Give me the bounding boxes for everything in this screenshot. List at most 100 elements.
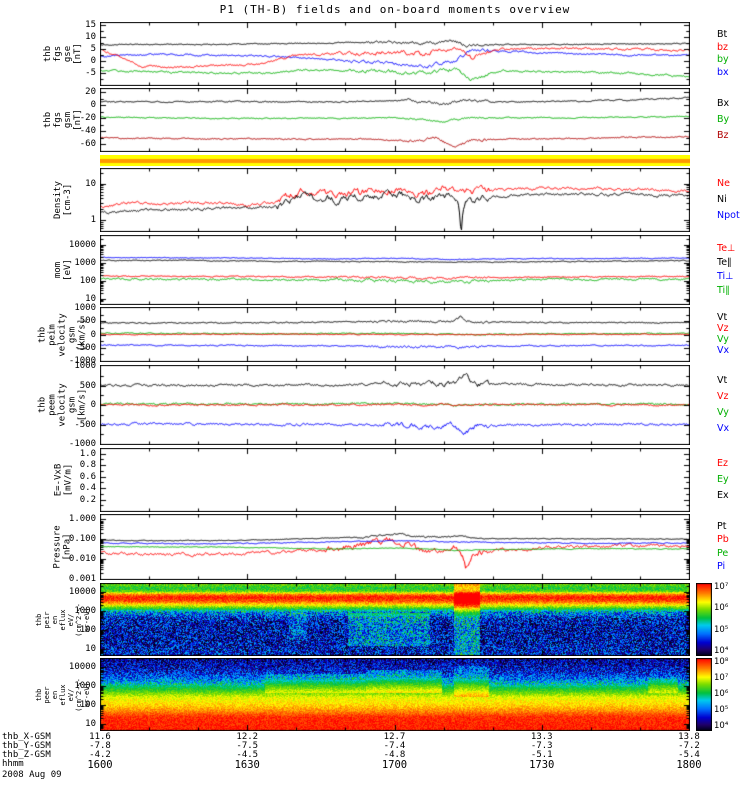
legend-Vz: Vz (717, 323, 729, 334)
axis-tick-value: -7.2 (678, 741, 700, 751)
panel-peem-velocity (100, 365, 690, 445)
legend-Vy: Vy (717, 407, 729, 418)
y-tick-label: 0.4 (79, 483, 96, 494)
y-tick-label: 10 (85, 293, 96, 304)
axis-tick-value: 1600 (87, 759, 113, 771)
legend-bx: bx (717, 67, 729, 79)
axis-tick-value: 12.2 (236, 732, 259, 742)
date-label: 2008 Aug 09 (2, 770, 62, 780)
panel-peim-velocity-canvas (100, 307, 690, 362)
axis-tick-value: 13.3 (530, 732, 553, 742)
panel-fgs-gsm-canvas (100, 88, 690, 152)
panel-peer-spec (100, 658, 690, 731)
y-tick-label: 0.8 (79, 460, 96, 471)
legend-Ni: Ni (717, 194, 727, 205)
colorbar-tick-label: 10⁶ (714, 689, 729, 699)
y-tick-label: 1000 (74, 303, 96, 313)
panel-pressure-canvas (100, 514, 690, 580)
legend-Vx: Vx (717, 345, 730, 356)
y-tick-label: 1 (90, 215, 96, 225)
y-tick-label: 1000 (74, 361, 96, 371)
panel-peer-spec-canvas (100, 658, 690, 731)
panel-fgs-gse (100, 22, 690, 86)
y-tick-label: 20 (85, 87, 96, 98)
colorbar-tick-label: 10⁴ (714, 646, 729, 656)
panel-fgs-gse-canvas (100, 22, 690, 86)
legend-Pi: Pi (717, 560, 726, 572)
panel-peir-spec-canvas (100, 583, 690, 656)
panel-density-canvas (100, 168, 690, 232)
legend-Vt: Vt (717, 375, 728, 386)
legend-Vt: Vt (717, 312, 728, 323)
panel-peim-velocity (100, 307, 690, 362)
legend-Bz: Bz (717, 130, 729, 141)
y-tick-label: 1.000 (68, 513, 96, 524)
y-tick-label: 1000 (74, 605, 96, 616)
legend-Ez: Ez (717, 458, 728, 469)
legend-Pt: Pt (717, 521, 727, 533)
legend-Ey: Ey (717, 474, 729, 485)
y-tick-label: 10000 (68, 586, 96, 597)
y-tick-label: -40 (79, 126, 96, 137)
panel-mode-bar (100, 155, 690, 166)
axis-tick-value: 12.7 (383, 732, 406, 742)
axis-tick-value: -5.4 (678, 750, 700, 760)
colorbar-tick-label: 10⁵ (714, 705, 729, 715)
plot-title: P1 (TH-B) fields and on-board moments ov… (219, 3, 571, 16)
colorbar-tick-label: 10⁷ (714, 673, 729, 683)
y-tick-label: 0.100 (68, 533, 96, 544)
axis-tick-value: 1800 (676, 759, 702, 771)
panel-mode-bar-canvas (100, 155, 690, 166)
colorbar-tick-label: 10⁶ (714, 603, 729, 614)
axis-tick-value: -7.5 (236, 741, 259, 751)
colorbar-tick-label: 10⁷ (714, 582, 729, 592)
axis-row-label: thb_X-GSM (2, 732, 51, 742)
y-tick-label: -5 (85, 68, 96, 79)
legend-Vz: Vz (717, 391, 729, 402)
axis-tick-value: 1730 (529, 759, 555, 771)
panel-mom-temp (100, 235, 690, 305)
y-tick-label: 1000 (74, 680, 96, 691)
axis-row-label: thb_Y-GSM (2, 741, 51, 751)
y-tick-label: 0 (90, 329, 96, 340)
panel-efield (100, 448, 690, 512)
axis-tick-value: 11.6 (89, 732, 111, 742)
colorbar-peer-spec (696, 658, 712, 731)
legend-Pb: Pb (717, 534, 729, 546)
y-tick-label: 0.2 (79, 494, 96, 505)
colorbar-tick-label: 10⁵ (714, 624, 729, 635)
y-tick-label: 0.010 (68, 553, 96, 564)
legend-by: by (717, 54, 729, 66)
legend-Te: Te⊥ (717, 243, 736, 254)
axis-tick-value: -7.3 (530, 741, 553, 751)
y-tick-label: 0 (90, 100, 96, 111)
legend-Npot: Npot (717, 210, 740, 221)
legend-Ne: Ne (717, 178, 730, 189)
y-tick-label: 0.001 (68, 574, 96, 584)
y-tick-label: 0 (90, 400, 96, 410)
y-tick-label: 100 (79, 700, 96, 711)
y-tick-label: 0 (90, 56, 96, 67)
legend-Ti: Ti⊥ (717, 271, 734, 282)
legend-Vy: Vy (717, 334, 729, 345)
y-tick-label: -20 (79, 113, 96, 124)
y-tick-label: 500 (79, 316, 96, 327)
axis-tick-value: 1700 (381, 759, 408, 771)
y-tick-label: -500 (74, 419, 96, 430)
panel-peem-velocity-canvas (100, 365, 690, 445)
axis-tick-value: 1630 (234, 759, 260, 771)
panel-efield-canvas (100, 448, 690, 512)
legend-By: By (717, 114, 730, 125)
y-tick-label: 1.0 (79, 448, 96, 459)
y-tick-label: 0.6 (79, 471, 96, 482)
legend-bz: bz (717, 41, 729, 53)
colorbar-tick-label: 10⁸ (714, 657, 729, 667)
axis-tick-value: -4.2 (89, 750, 111, 760)
axis-tick-value: -4.8 (383, 750, 406, 760)
y-tick-label: 10000 (68, 661, 96, 672)
y-tick-label: 10 (85, 32, 96, 43)
y-tick-label: -1000 (68, 439, 96, 449)
y-tick-label: 5 (90, 44, 96, 55)
